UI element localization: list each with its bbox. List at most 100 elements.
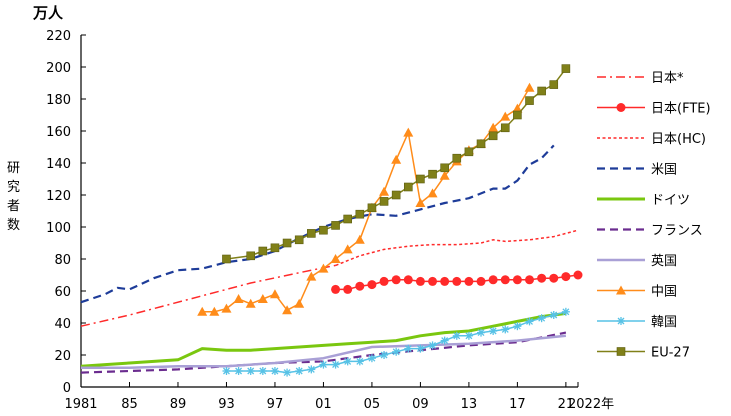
data-point-circle [537,273,547,283]
x-tick-label: 01 [315,397,332,412]
data-point-triangle [342,244,353,254]
y-axis-title-char: 数 [7,218,20,233]
y-tick-label: 20 [54,349,71,364]
x-tick-label: 97 [267,397,284,412]
series-3 [80,144,555,304]
y-tick-label: 80 [54,253,71,268]
data-point-square [331,221,340,230]
data-point-star [258,367,267,375]
data-point-triangle [512,103,523,113]
data-point-circle [500,275,510,285]
data-point-square [513,110,522,120]
legend-item: 日本* [597,71,684,86]
data-point-star [464,331,473,340]
data-point-square [452,153,462,163]
data-point-star [367,354,376,363]
data-point-triangle [282,305,293,315]
y-axis-title-char: 究 [7,180,20,195]
legend-item: 英国 [597,254,677,269]
data-point-star [501,325,510,334]
data-point-star [440,336,449,345]
y-axis-title-char: 者 [7,199,20,214]
legend-label: 韓国 [651,315,677,330]
series-line [81,334,567,370]
y-ticks: 0 20 40 60 80 100 120 140 160 180 200 220 [46,29,86,396]
data-point-triangle [294,298,305,308]
data-point-circle [573,270,583,280]
legend-label: ドイツ [651,193,690,208]
data-point-star [234,367,243,375]
data-point-triangle [500,111,511,121]
data-point-circle [561,272,571,282]
x-tick-label: 2022年 [568,397,614,412]
data-point-triangle [354,234,365,244]
data-point-circle [616,103,626,112]
data-point-square [403,182,413,192]
y-tick-label: 100 [46,221,71,236]
data-point-star [307,365,316,374]
data-point-star [513,322,522,331]
legend-label: フランス [651,224,703,239]
series-4 [80,311,567,368]
series-2 [335,229,579,267]
y-axis-title-char: 研 [7,161,20,176]
x-tick-label: 93 [218,397,235,412]
series-group [80,64,583,377]
x-tick-label: 05 [364,397,381,412]
data-point-circle [379,276,389,286]
data-point-circle [391,275,401,285]
data-point-triangle [427,188,438,198]
data-point-triangle [209,306,220,316]
data-point-star [477,328,486,337]
series-line [80,311,567,368]
data-point-triangle [488,122,499,132]
data-point-triangle [257,294,268,303]
data-point-triangle [318,263,329,273]
x-tick-label: 09 [412,397,429,412]
data-point-star [489,327,498,335]
series-line [335,229,579,267]
legend-item: 日本(HC) [597,132,706,147]
data-point-circle [525,275,535,285]
data-point-star [222,367,231,375]
data-point-circle [403,275,413,285]
legend-label: 英国 [651,254,677,269]
series-line [226,68,567,260]
data-point-star [283,368,292,377]
legend-label: 日本(HC) [651,132,706,147]
data-point-circle [428,276,438,286]
data-point-square [343,214,352,224]
y-tick-label: 160 [46,125,71,140]
data-point-triangle [524,82,535,92]
y-tick-label: 120 [46,189,71,204]
data-point-triangle [330,254,341,263]
data-point-star [525,317,534,326]
legend-label: 中国 [651,285,677,300]
legend-item: 韓国 [597,315,677,330]
data-point-star [331,360,340,369]
data-point-square [440,163,449,173]
series-6 [81,334,567,370]
data-point-circle [331,284,341,294]
data-point-triangle [415,198,426,207]
data-point-circle [476,276,486,286]
x-tick-label: 21 [558,397,575,412]
data-point-square [379,197,389,206]
x-tick-label: 17 [509,397,526,412]
data-point-square [416,174,425,184]
y-tick-label: 140 [46,157,71,172]
y-tick-label: 200 [46,61,71,76]
legend-label: 日本* [651,71,684,86]
data-point-triangle [245,298,256,308]
legend-label: EU-27 [651,346,690,361]
data-point-circle [464,276,474,286]
data-point-star [355,357,364,366]
y-unit-label: 万人 [32,4,64,22]
data-point-square [355,209,365,219]
data-point-circle [415,276,425,286]
data-point-triangle [233,294,244,303]
series-line [80,331,567,374]
data-point-square [525,96,534,105]
data-point-square [488,131,498,141]
